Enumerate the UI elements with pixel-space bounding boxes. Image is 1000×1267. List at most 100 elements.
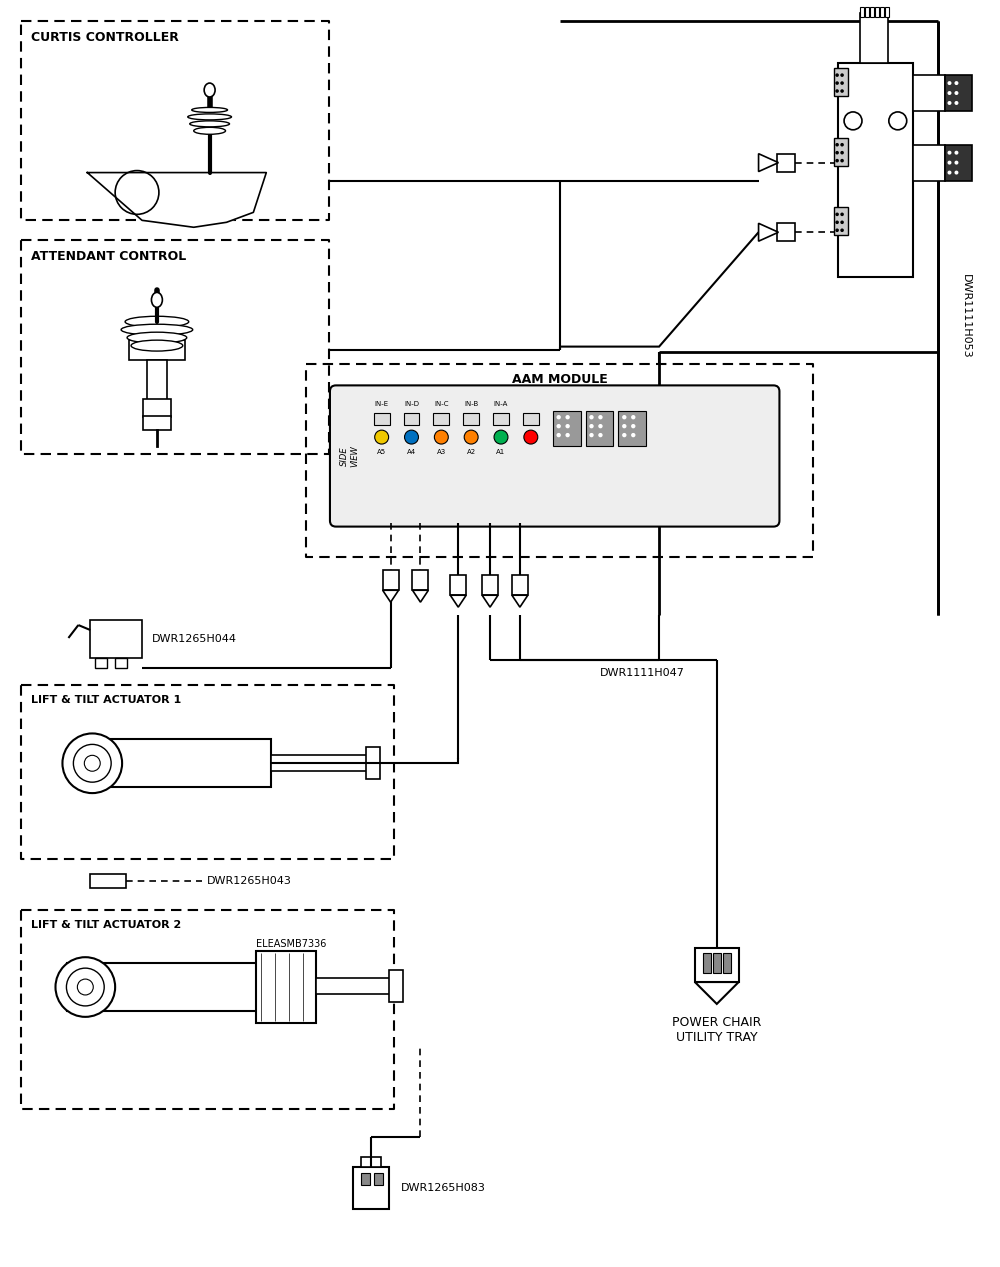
Bar <box>493 413 509 426</box>
Circle shape <box>589 424 594 428</box>
Circle shape <box>948 81 951 85</box>
Text: IN-E: IN-E <box>375 402 389 407</box>
Polygon shape <box>759 223 778 241</box>
Text: DWR1265H043: DWR1265H043 <box>207 875 292 886</box>
Circle shape <box>835 228 839 232</box>
Circle shape <box>840 220 844 224</box>
Bar <box>834 138 848 166</box>
Bar <box>885 8 889 18</box>
Bar <box>67 963 261 1011</box>
Text: IN-C: IN-C <box>434 402 449 407</box>
Circle shape <box>954 91 958 95</box>
Bar <box>777 223 795 241</box>
Ellipse shape <box>127 332 187 343</box>
Circle shape <box>840 81 844 85</box>
Bar <box>115 658 127 668</box>
Circle shape <box>565 433 570 437</box>
Bar <box>913 144 945 180</box>
Circle shape <box>434 430 448 443</box>
Circle shape <box>565 424 570 428</box>
Circle shape <box>835 143 839 147</box>
Circle shape <box>948 91 951 95</box>
Circle shape <box>598 433 603 437</box>
Bar <box>366 748 380 779</box>
Circle shape <box>948 151 951 155</box>
Bar <box>865 8 869 18</box>
Circle shape <box>375 430 389 443</box>
Bar <box>143 399 171 417</box>
Bar <box>129 340 185 360</box>
Ellipse shape <box>192 108 228 113</box>
Circle shape <box>835 151 839 155</box>
Bar <box>834 68 848 96</box>
Circle shape <box>954 81 958 85</box>
Text: IN-B: IN-B <box>464 402 478 407</box>
Circle shape <box>835 158 839 162</box>
Circle shape <box>631 416 635 419</box>
FancyBboxPatch shape <box>330 385 779 527</box>
Circle shape <box>598 424 603 428</box>
Bar <box>374 1173 383 1185</box>
Circle shape <box>840 89 844 92</box>
Circle shape <box>948 161 951 165</box>
Circle shape <box>840 213 844 217</box>
Circle shape <box>840 143 844 147</box>
Circle shape <box>948 171 951 175</box>
Ellipse shape <box>125 317 189 327</box>
Text: SIDE
VIEW: SIDE VIEW <box>340 445 360 466</box>
Bar <box>880 8 884 18</box>
Text: A5: A5 <box>377 449 386 455</box>
Circle shape <box>835 220 839 224</box>
Bar <box>834 208 848 236</box>
Bar <box>147 360 167 404</box>
Bar <box>433 413 449 426</box>
Bar <box>695 948 739 982</box>
Bar <box>374 413 390 426</box>
Text: AAM MODULE: AAM MODULE <box>512 374 608 386</box>
Circle shape <box>840 151 844 155</box>
Polygon shape <box>759 153 778 171</box>
Ellipse shape <box>194 127 226 134</box>
Bar <box>482 575 498 595</box>
Circle shape <box>622 433 626 437</box>
Text: LIFT & TILT ACTUATOR 2: LIFT & TILT ACTUATOR 2 <box>31 920 181 930</box>
Bar <box>412 570 428 590</box>
Bar <box>703 953 711 973</box>
Bar <box>723 953 731 973</box>
Text: LIFT & TILT ACTUATOR 1: LIFT & TILT ACTUATOR 1 <box>31 694 181 704</box>
Bar <box>271 755 371 772</box>
Circle shape <box>556 424 561 428</box>
Bar <box>512 575 528 595</box>
Bar <box>450 575 466 595</box>
Bar <box>618 412 646 446</box>
Polygon shape <box>482 595 498 607</box>
Bar <box>523 413 539 426</box>
Bar <box>353 1167 389 1209</box>
Circle shape <box>589 416 594 419</box>
Bar <box>945 144 972 180</box>
Circle shape <box>835 213 839 217</box>
Bar <box>361 1157 381 1167</box>
Text: A2: A2 <box>467 449 476 455</box>
Bar <box>777 153 795 171</box>
Polygon shape <box>512 595 528 607</box>
Circle shape <box>55 957 115 1017</box>
Bar <box>361 1173 370 1185</box>
Bar <box>913 75 945 111</box>
Circle shape <box>524 430 538 443</box>
Circle shape <box>948 101 951 105</box>
Polygon shape <box>450 595 466 607</box>
Text: A1: A1 <box>496 449 506 455</box>
Circle shape <box>954 101 958 105</box>
Circle shape <box>589 433 594 437</box>
Text: DWR1265H044: DWR1265H044 <box>152 634 237 644</box>
Bar <box>316 978 394 995</box>
Text: DWR1111H053: DWR1111H053 <box>960 275 970 359</box>
Bar <box>95 658 107 668</box>
Ellipse shape <box>188 114 232 120</box>
Bar <box>713 953 721 973</box>
Text: A4: A4 <box>407 449 416 455</box>
Polygon shape <box>412 590 428 602</box>
Text: ATTENDANT CONTROL: ATTENDANT CONTROL <box>31 250 186 264</box>
Bar <box>463 413 479 426</box>
